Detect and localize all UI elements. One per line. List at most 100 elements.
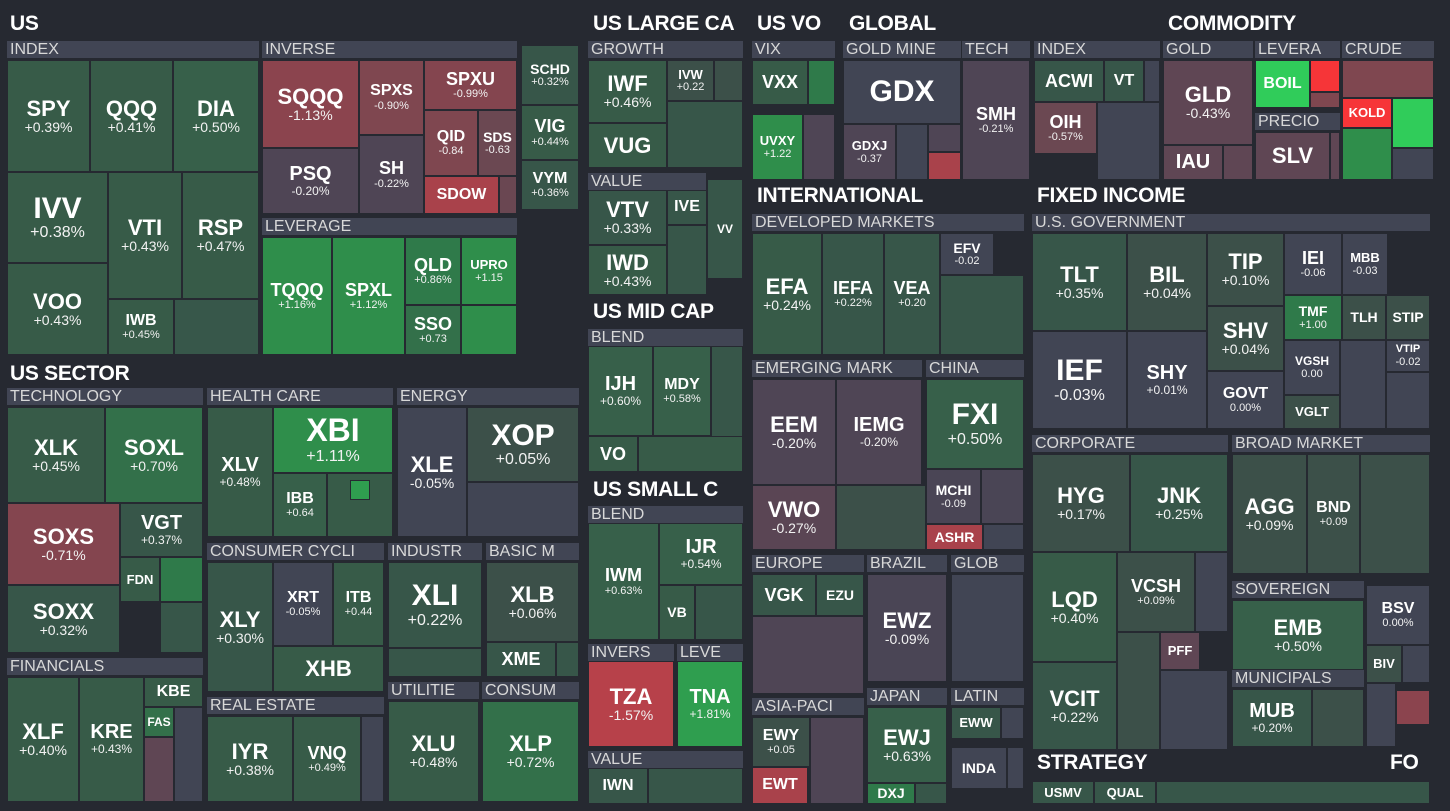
tile-iefa[interactable]: IEFA +0.22%	[822, 233, 884, 355]
tile-upro[interactable]: UPRO +1.15	[461, 237, 517, 305]
group-label-brazil[interactable]: BRAZIL	[867, 555, 947, 572]
tile-sqqq[interactable]: SQQQ -1.13%	[262, 60, 359, 148]
group-label-u-s-government[interactable]: U.S. GOVERNMENT	[1032, 214, 1430, 231]
tile-xlp[interactable]: XLP +0.72%	[482, 701, 579, 802]
tile-bil[interactable]: BIL +0.04%	[1127, 233, 1207, 331]
tile-stip[interactable]: STIP	[1386, 295, 1430, 340]
group-label-levera[interactable]: LEVERA	[1255, 41, 1340, 58]
tile-mbb[interactable]: MBB -0.03	[1342, 233, 1388, 295]
section-title-global[interactable]: GLOBAL	[849, 12, 936, 35]
tile-tna[interactable]: TNA +1.81%	[677, 661, 743, 747]
tile-vea[interactable]: VEA +0.20	[884, 233, 940, 355]
tile-ewt[interactable]: EWT	[752, 767, 808, 804]
tile-iyr[interactable]: IYR +0.38%	[207, 716, 293, 802]
group-label-value[interactable]: VALUE	[588, 751, 743, 768]
tile-vgk[interactable]: VGK	[752, 574, 816, 616]
tile-lqd[interactable]: LQD +0.40%	[1032, 552, 1117, 662]
group-label-leverage[interactable]: LEVERAGE	[262, 218, 517, 235]
section-title-international[interactable]: INTERNATIONAL	[757, 184, 924, 207]
section-title-strategy[interactable]: STRATEGY	[1037, 751, 1148, 774]
tile-fdn[interactable]: FDN	[120, 557, 160, 602]
tile-acwi[interactable]: ACWI	[1034, 60, 1104, 102]
group-label-sovereign[interactable]: SOVEREIGN	[1232, 581, 1364, 598]
group-label-industr[interactable]: INDUSTR	[388, 543, 482, 560]
tile-kre[interactable]: KRE +0.43%	[79, 677, 144, 802]
tile-iau[interactable]: IAU	[1163, 145, 1223, 180]
tile-inda[interactable]: INDA	[951, 747, 1007, 789]
tile-xlb[interactable]: XLB +0.06%	[486, 562, 579, 642]
tile-blank-106[interactable]	[160, 557, 203, 602]
tile-smh[interactable]: SMH -0.21%	[962, 60, 1030, 180]
tile-vnq[interactable]: VNQ +0.49%	[293, 716, 361, 802]
tile-qld[interactable]: QLD +0.86%	[405, 237, 461, 305]
group-label-utilitie[interactable]: UTILITIE	[388, 682, 479, 699]
tile-sds[interactable]: SDS -0.63	[478, 110, 517, 176]
group-label-broad-market[interactable]: BROAD MARKET	[1232, 435, 1430, 452]
tile-vgt[interactable]: VGT +0.37%	[120, 503, 203, 557]
group-label-glob[interactable]: GLOB	[951, 555, 1024, 572]
group-label-value[interactable]: VALUE	[588, 173, 706, 190]
tile-itb[interactable]: ITB +0.44	[333, 562, 384, 646]
tile-biv[interactable]: BIV	[1366, 645, 1402, 683]
group-label-invers[interactable]: INVERS	[588, 644, 674, 661]
tile-ashr[interactable]: ASHR	[926, 524, 983, 550]
group-label-technology[interactable]: TECHNOLOGY	[7, 388, 203, 405]
tile-iwf[interactable]: IWF +0.46%	[588, 60, 667, 123]
tile-efa[interactable]: EFA +0.24%	[752, 233, 822, 355]
tile-uvxy[interactable]: UVXY +1.22	[752, 114, 803, 180]
tile-blank-22[interactable]	[461, 305, 517, 355]
tile-ijh[interactable]: IJH +0.60%	[588, 346, 653, 436]
group-label-leve[interactable]: LEVE	[677, 644, 743, 661]
tile-tza[interactable]: TZA -1.57%	[588, 661, 674, 747]
tile-iwm[interactable]: IWM +0.63%	[588, 523, 659, 640]
tile-spxs[interactable]: SPXS -0.90%	[359, 60, 424, 135]
tile-xlk[interactable]: XLK +0.45%	[7, 407, 105, 503]
group-label-emerging-mark[interactable]: EMERGING MARK	[752, 360, 922, 377]
group-label-basic-m[interactable]: BASIC M	[486, 543, 579, 560]
tile-xly[interactable]: XLY +0.30%	[207, 562, 273, 692]
tile-bnd[interactable]: BND +0.09	[1307, 454, 1360, 574]
tile-fxi[interactable]: FXI +0.50%	[926, 379, 1024, 469]
tile-pff[interactable]: PFF	[1160, 632, 1200, 670]
tile-sh[interactable]: SH -0.22%	[359, 135, 424, 214]
tile-xle[interactable]: XLE -0.05%	[397, 407, 467, 537]
tile-usmv[interactable]: USMV	[1032, 781, 1094, 804]
tile-vv[interactable]: VV	[707, 179, 743, 279]
tile-soxx[interactable]: SOXX +0.32%	[7, 585, 120, 653]
group-label-precio[interactable]: PRECIO	[1255, 113, 1340, 130]
section-title-fixed-income[interactable]: FIXED INCOME	[1037, 184, 1186, 207]
tile-ive[interactable]: IVE	[667, 190, 707, 225]
tile-rsp[interactable]: RSP +0.47%	[182, 172, 259, 299]
tile-tmf[interactable]: TMF +1.00	[1284, 295, 1342, 340]
tile-qid[interactable]: QID -0.84	[424, 110, 478, 176]
group-label-tech[interactable]: TECH	[962, 41, 1030, 58]
tile-blank-16[interactable]	[499, 176, 517, 214]
tile-spy[interactable]: SPY +0.39%	[7, 60, 90, 172]
tile-vtip[interactable]: VTIP -0.02	[1386, 340, 1430, 372]
tile-xhb[interactable]: XHB	[273, 646, 384, 692]
tile-gdxj[interactable]: GDXJ -0.37	[843, 124, 896, 180]
tile-iwn[interactable]: IWN	[588, 768, 648, 804]
group-label-developed-markets[interactable]: DEVELOPED MARKETS	[752, 214, 1024, 231]
tile-dxj[interactable]: DXJ	[867, 783, 915, 804]
tile-iwb[interactable]: IWB +0.45%	[108, 299, 174, 355]
group-label-europe[interactable]: EUROPE	[752, 555, 864, 572]
tile-tlh[interactable]: TLH	[1342, 295, 1386, 340]
group-label-energy[interactable]: ENERGY	[397, 388, 579, 405]
tile-qual[interactable]: QUAL	[1094, 781, 1156, 804]
tile-xlf[interactable]: XLF +0.40%	[7, 677, 79, 802]
group-label-blend[interactable]: BLEND	[588, 329, 743, 346]
tile-mdy[interactable]: MDY +0.58%	[653, 346, 711, 436]
tile-vwo[interactable]: VWO -0.27%	[752, 485, 836, 550]
group-label-blend[interactable]: BLEND	[588, 506, 743, 523]
tile-vym[interactable]: VYM +0.36%	[521, 160, 579, 210]
tile-ivv[interactable]: IVV +0.38%	[7, 172, 108, 263]
tile-xop[interactable]: XOP +0.05%	[467, 407, 579, 482]
tile-xli[interactable]: XLI +0.22%	[388, 562, 482, 648]
tile-bsv[interactable]: BSV 0.00%	[1366, 585, 1430, 645]
tile-ibb[interactable]: IBB +0.64	[273, 473, 327, 537]
tile-tlt[interactable]: TLT +0.35%	[1032, 233, 1127, 331]
tile-vxx[interactable]: VXX	[752, 60, 808, 105]
group-label-gold-mine[interactable]: GOLD MINE	[843, 41, 961, 58]
tile-vti[interactable]: VTI +0.43%	[108, 172, 182, 299]
